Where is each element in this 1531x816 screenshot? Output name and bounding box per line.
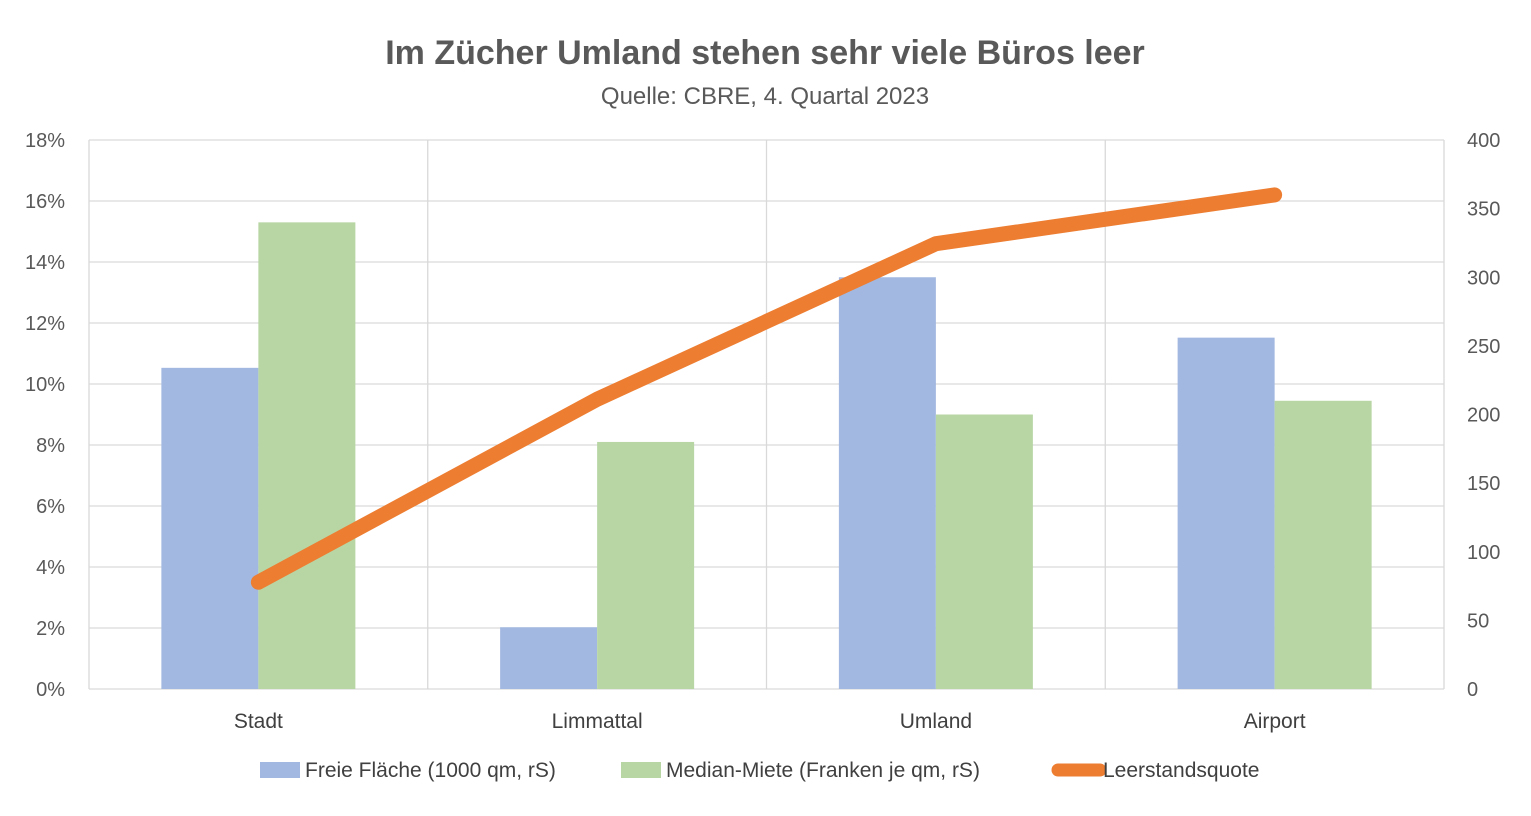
y-right-tick-label: 200: [1467, 405, 1500, 427]
legend: Freie Fläche (1000 qm, rS) Median-Miete (…: [260, 759, 1259, 782]
bar: [1177, 337, 1275, 689]
x-category-label: Airport: [1244, 710, 1306, 733]
x-category-label: Limmattal: [552, 710, 643, 733]
bar: [838, 277, 936, 689]
legend-swatch: [621, 762, 661, 778]
legend-label: Leerstandsquote: [1103, 759, 1259, 782]
bar: [161, 367, 259, 689]
y-left-tick-label: 6%: [36, 496, 65, 518]
y-left-tick-label: 16%: [25, 191, 65, 213]
bar: [258, 222, 356, 689]
legend-swatch: [260, 762, 300, 778]
y-left-tick-label: 10%: [25, 374, 65, 396]
chart-subtitle: Quelle: CBRE, 4. Quartal 2023: [601, 83, 929, 110]
y-left-tick-label: 0%: [36, 679, 65, 701]
bar: [500, 627, 598, 689]
bars: [161, 222, 1372, 689]
axes: 0% 2% 4% 6% 8% 10% 12% 14% 16% 18% 0 50 100 150 200 250…: [25, 130, 1500, 733]
x-category-label: Stadt: [234, 710, 283, 733]
y-left-tick-label: 4%: [36, 557, 65, 579]
y-right-tick-label: 300: [1467, 267, 1500, 289]
y-right-tick-label: 150: [1467, 473, 1500, 495]
x-category-label: Umland: [900, 710, 972, 733]
bar: [935, 414, 1033, 689]
y-left-tick-label: 2%: [36, 618, 65, 640]
y-left-tick-label: 14%: [25, 252, 65, 274]
y-left-tick-label: 8%: [36, 435, 65, 457]
y-right-tick-label: 250: [1467, 336, 1500, 358]
y-right-tick-label: 400: [1467, 130, 1500, 152]
y-left-tick-label: 12%: [25, 313, 65, 335]
y-right-tick-label: 350: [1467, 199, 1500, 221]
bar: [597, 441, 695, 689]
y-right-tick-label: 50: [1467, 610, 1489, 632]
legend-label: Freie Fläche (1000 qm, rS): [305, 759, 556, 782]
y-left-tick-label: 18%: [25, 130, 65, 152]
legend-label: Median-Miete (Franken je qm, rS): [666, 759, 980, 782]
chart-title: Im Zücher Umland stehen sehr viele Büros…: [385, 34, 1145, 72]
y-right-tick-label: 0: [1467, 679, 1478, 701]
line-series: [250, 187, 1283, 590]
y-right-tick-label: 100: [1467, 542, 1500, 564]
line-series-path: [250, 187, 1283, 590]
bar: [1274, 400, 1372, 689]
